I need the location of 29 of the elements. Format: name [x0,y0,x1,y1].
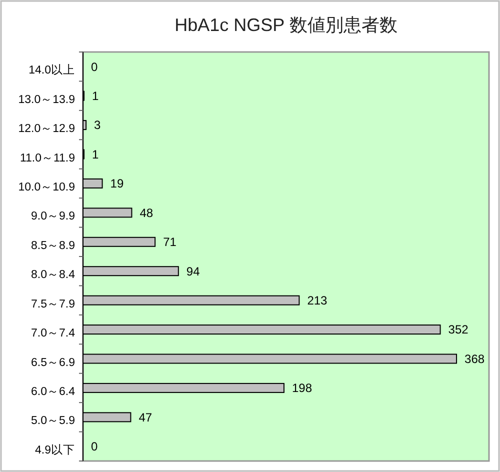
data-label: 352 [448,322,469,337]
y-tick-label: 4.9以下 [35,443,75,456]
y-tick-label: 6.0～6.4 [31,386,76,398]
data-label: 71 [163,235,177,250]
data-label: 0 [91,60,98,74]
data-label: 368 [464,352,485,366]
y-tick-label: 6.5～6.9 [31,356,75,369]
y-tick-label: 8.5～8.9 [31,240,75,252]
y-tick-label: 11.0～11.9 [20,152,75,164]
data-label: 19 [110,176,124,191]
y-tick-label: 13.0～13.9 [18,94,75,106]
y-tick-label: 8.0～8.4 [31,269,76,282]
y-tick-label: 12.0～12.9 [18,123,75,136]
data-label: 1 [92,147,100,162]
data-label: 3 [94,118,102,132]
data-label: 213 [307,294,328,308]
y-tick-label: 7.0～7.4 [31,328,76,340]
y-tick-label: 10.0～10.9 [18,181,75,194]
data-label: 198 [292,381,312,396]
y-tick-label: 7.5～7.9 [31,298,75,310]
data-label: 1 [92,89,100,104]
chart-title: HbA1c NGSP 数値別患者数 [174,15,398,35]
data-label: 94 [186,264,200,278]
data-label: 48 [140,206,154,220]
data-label: 47 [138,410,152,424]
y-tick-label: 14.0以上 [28,64,75,77]
data-label: 0 [91,440,98,454]
y-tick-label: 5.0～5.9 [31,415,75,428]
y-tick-label: 9.0～9.9 [31,210,75,223]
